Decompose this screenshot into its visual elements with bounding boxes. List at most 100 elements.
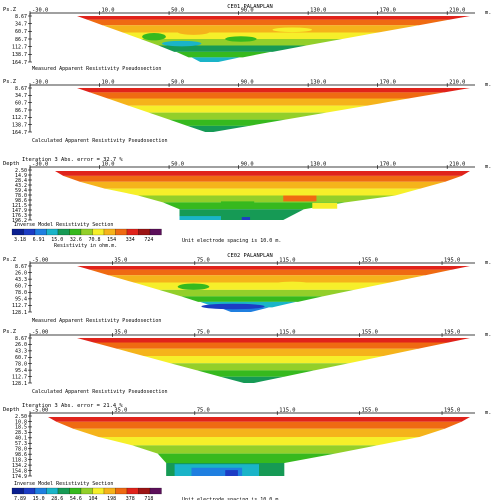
model-block [63, 175, 462, 182]
x-tick-label: 50.0 [171, 8, 184, 14]
contour-band [187, 125, 250, 132]
legend-swatch [149, 487, 162, 495]
y-tick-label: 8.67 [15, 264, 27, 270]
legend-swatch [126, 228, 139, 236]
x-tick-label: 75.0 [197, 330, 210, 336]
x-tick-label: 10.0 [102, 162, 115, 168]
contour-band [128, 105, 368, 113]
y-tick-label: 112.7 [12, 374, 27, 380]
panel-ce02-measured: -5.00 35.0 75.0 115.0 155.0 195.0 m. 8.6726.043… [3, 257, 492, 324]
corner-label: Ps.Z [3, 257, 17, 263]
contour-band [191, 57, 240, 62]
x-tick-label: 195.0 [444, 258, 460, 264]
y-tick-label: 95.4 [15, 368, 27, 374]
legend-swatch [11, 228, 24, 236]
y-tick-label: 14.9 [15, 173, 27, 179]
contour-patch [201, 303, 265, 310]
legend-value: 378 [126, 496, 135, 500]
corner-label: Ps.Z [3, 329, 17, 335]
spacing-note: Unit electrode spacing is 10.0 m. [182, 238, 281, 244]
x-tick-label: 75.0 [197, 258, 210, 264]
model-cell [225, 470, 238, 476]
legend-value: 15.0 [51, 237, 63, 243]
x-tick-label: 90.0 [241, 80, 254, 86]
legend-swatch [80, 487, 93, 495]
legend-value: 104 [89, 496, 98, 500]
panel-ce01-calculated: -30.0 10.0 50.0 90.0 130.0 170.0 210.0 m. 8.6734… [3, 79, 492, 144]
x-tick-label: -5.00 [32, 330, 48, 336]
model-block [98, 437, 420, 446]
x-tick-label: 35.0 [114, 330, 127, 336]
legend-value: 198 [107, 496, 116, 500]
x-tick-label: -30.0 [32, 8, 48, 14]
y-tick-label: 34.7 [15, 93, 27, 99]
legend-swatch [46, 228, 59, 236]
y-tick-label: 18.5 [15, 425, 27, 431]
corner-label: Depth [3, 407, 19, 413]
legend-swatch [92, 228, 105, 236]
y-tick-label: 95.4 [15, 297, 27, 303]
x-tick-label: 50.0 [171, 162, 184, 168]
y-tick-label: 60.7 [15, 355, 27, 361]
model-block [56, 421, 462, 429]
spacing-note: Unit electrode spacing is 10.0 m. [182, 497, 281, 500]
x-axis-unit: m. [485, 332, 492, 338]
model-cell [221, 201, 255, 208]
contour-patch [225, 36, 257, 42]
x-tick-label: 170.0 [380, 8, 396, 14]
section-title: CE02 PALANPLAN [227, 253, 272, 259]
model-block [55, 171, 470, 176]
legend-value: 6.91 [33, 237, 45, 243]
legend-value: 724 [144, 237, 153, 243]
model-block [79, 181, 446, 189]
contour-patch [161, 40, 202, 47]
model-block [138, 195, 396, 203]
contour-band [220, 376, 285, 383]
legend-swatch [80, 228, 93, 236]
contour-band [176, 51, 271, 58]
x-tick-label: 130.0 [310, 162, 326, 168]
y-tick-label: 78.0 [15, 447, 27, 453]
legend-value: 334 [126, 237, 135, 243]
contour-band [169, 119, 286, 126]
y-tick-label: 112.7 [12, 44, 27, 50]
legend-swatch [57, 487, 70, 495]
contour-patch [177, 29, 210, 35]
legend-swatch [69, 487, 82, 495]
model-block [48, 417, 470, 422]
legend-value: 718 [144, 496, 153, 500]
y-tick-label: 28.3 [15, 430, 27, 436]
y-tick-label: 78.0 [15, 362, 27, 368]
model-block [157, 453, 335, 464]
panel-caption: Measured Apparent Resistivity Pseudosect… [32, 66, 161, 72]
y-tick-label: 57.3 [15, 441, 27, 447]
legend-value: 3.18 [14, 237, 26, 243]
panel-ce02-calculated: -5.00 35.0 75.0 115.0 155.0 195.0 m. 8.6726.043… [3, 329, 492, 395]
y-tick-label: 121.5 [12, 203, 27, 209]
x-tick-label: 170.0 [380, 162, 396, 168]
x-tick-label: 130.0 [310, 8, 326, 14]
x-tick-label: 195.0 [444, 330, 460, 336]
y-tick-label: 78.0 [15, 290, 27, 296]
panel-caption: Inverse Model Resistivity Section [14, 222, 113, 228]
legend-value: 15.0 [33, 496, 45, 500]
contour-band [89, 269, 453, 276]
contour-band [143, 356, 384, 364]
y-tick-label: 60.7 [15, 100, 27, 106]
x-tick-label: 10.0 [102, 8, 115, 14]
legend-swatch [34, 228, 47, 236]
legend-swatch [138, 228, 151, 236]
contour-band [77, 338, 470, 343]
y-tick-label: 8.67 [15, 14, 27, 20]
legend-value: 154 [107, 237, 116, 243]
contour-band [89, 92, 445, 99]
panel-caption: Calculated Apparent Resistivity Pseudose… [32, 389, 167, 395]
y-tick-label: 60.7 [15, 284, 27, 290]
contour-band [158, 45, 307, 52]
x-tick-label: 155.0 [362, 330, 378, 336]
legend-swatch [103, 228, 116, 236]
legend-swatch [23, 487, 36, 495]
y-tick-label: 98.6 [15, 198, 27, 204]
